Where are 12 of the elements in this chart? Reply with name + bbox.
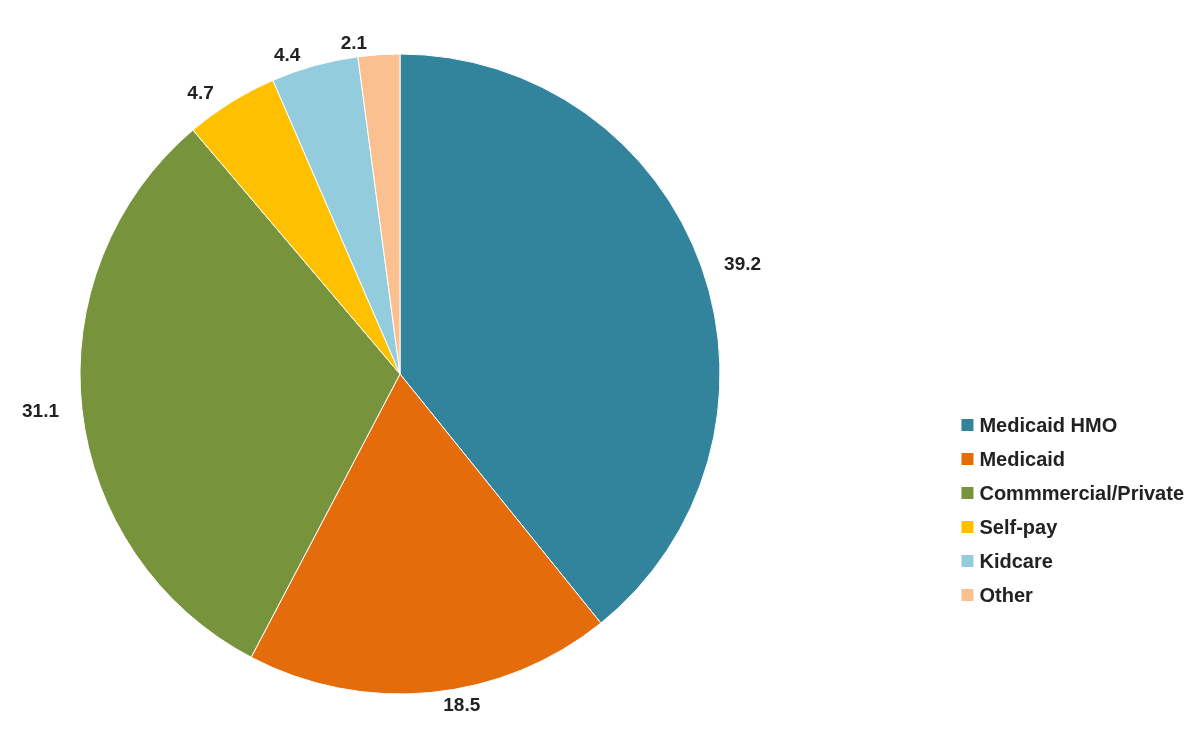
data-label: 39.2 bbox=[724, 253, 762, 274]
legend-label: Medicaid HMO bbox=[979, 414, 1118, 436]
data-label: 18.5 bbox=[443, 693, 481, 715]
data-label: 2.1 bbox=[340, 32, 368, 54]
legend-label: Self-pay bbox=[979, 516, 1059, 538]
legend-label: Kidcare bbox=[979, 550, 1053, 572]
data-label: 4.4 bbox=[273, 43, 301, 65]
data-label: 31.1 bbox=[22, 399, 60, 421]
legend-label: Commmercial/Private bbox=[979, 482, 1185, 504]
legend-label: Other bbox=[979, 584, 1034, 606]
data-label: 4.7 bbox=[187, 81, 214, 103]
legend-label: Medicaid bbox=[979, 448, 1066, 470]
